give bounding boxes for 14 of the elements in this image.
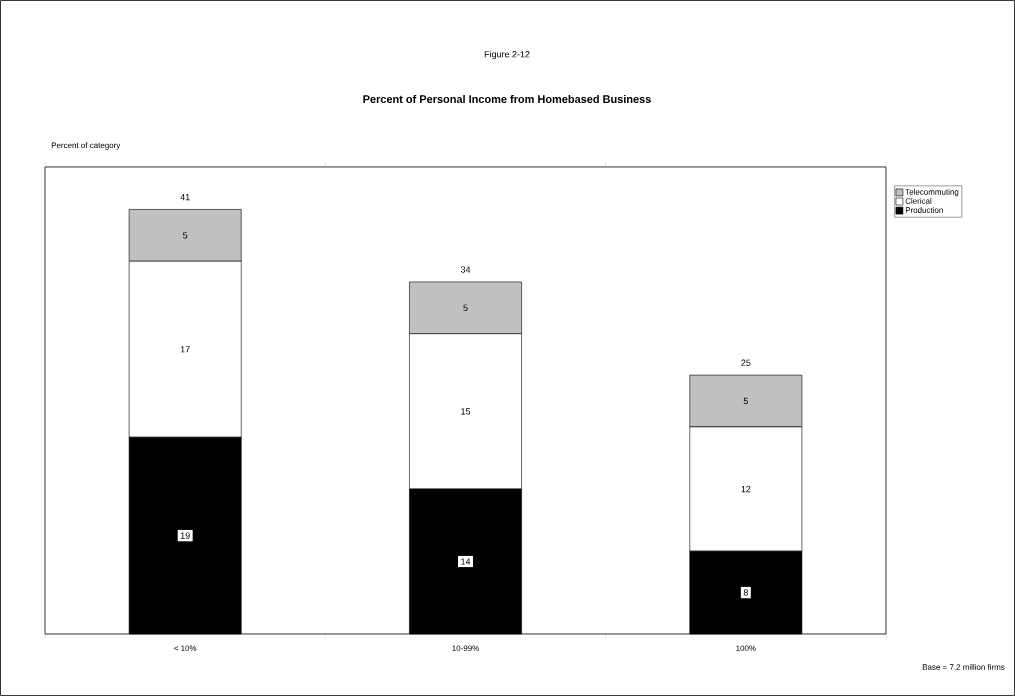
data-label: 8	[743, 589, 748, 596]
data-label: 12	[741, 485, 751, 493]
total-label: 41	[180, 194, 190, 201]
caption: Figure 2-12	[484, 50, 530, 60]
chart-title: Percent of Personal Income from Homebased Business	[363, 94, 651, 104]
data-label: 5	[743, 397, 748, 405]
data-label: 19	[180, 532, 190, 539]
data-label: 5	[183, 232, 188, 239]
data-label: 15	[461, 408, 471, 415]
data-label: 17	[180, 346, 190, 353]
total-label: 25	[741, 359, 751, 366]
data-label: 5	[463, 304, 468, 311]
data-label: 14	[461, 558, 471, 565]
total-label: 34	[460, 266, 471, 273]
